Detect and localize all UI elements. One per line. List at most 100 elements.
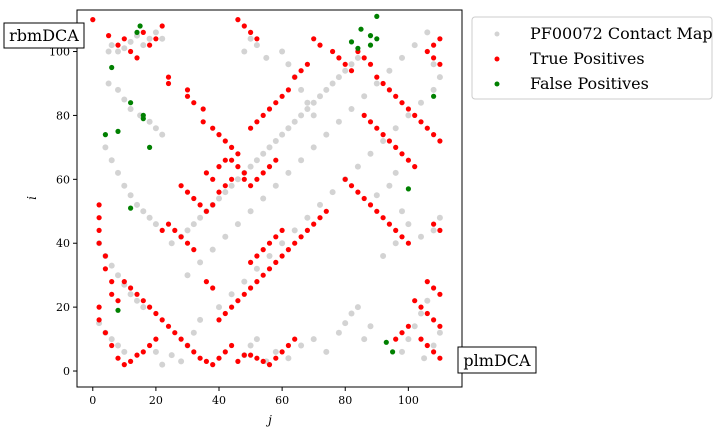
contact-map-point bbox=[127, 38, 134, 45]
contact-map-point bbox=[298, 86, 305, 93]
contact-map-point bbox=[105, 48, 112, 55]
true-positive-point bbox=[437, 61, 443, 67]
true-positive-point bbox=[380, 80, 386, 87]
contact-map-point bbox=[342, 67, 349, 74]
contact-map-point bbox=[216, 304, 222, 311]
contact-map-point bbox=[253, 336, 260, 343]
contact-map-point bbox=[152, 348, 159, 355]
contact-map-point bbox=[405, 221, 412, 228]
true-positive-point bbox=[424, 48, 430, 55]
true-positive-point bbox=[273, 355, 279, 361]
contact-map-point bbox=[323, 86, 330, 93]
true-positive-point bbox=[147, 342, 153, 349]
true-positive-point bbox=[241, 23, 247, 29]
contact-map-point bbox=[260, 150, 267, 157]
contact-map-point bbox=[279, 240, 286, 247]
true-positive-point bbox=[235, 17, 241, 23]
true-positive-point bbox=[102, 266, 108, 272]
true-positive-point bbox=[424, 125, 430, 131]
x-tick-label: 60 bbox=[275, 394, 289, 407]
contact-map-point bbox=[361, 93, 368, 100]
false-positive-point bbox=[102, 132, 108, 138]
false-positive-point bbox=[367, 42, 374, 48]
legend-label-contact-map: PF00072 Contact Map bbox=[530, 24, 713, 43]
true-positive-point bbox=[248, 352, 254, 358]
contact-map-point bbox=[152, 125, 159, 132]
legend-box bbox=[471, 16, 713, 100]
true-positive-point bbox=[399, 100, 405, 106]
false-positive-point bbox=[109, 64, 115, 71]
false-positive-point bbox=[355, 45, 361, 51]
true-positive-point bbox=[210, 362, 216, 368]
contact-map-point bbox=[234, 176, 241, 183]
contact-map-point bbox=[127, 291, 134, 298]
true-positive-point bbox=[115, 355, 121, 361]
contact-map-point bbox=[298, 342, 305, 349]
contact-map-point bbox=[266, 253, 273, 259]
true-positive-point bbox=[109, 291, 115, 297]
contact-map-point bbox=[209, 246, 216, 253]
true-positive-point bbox=[260, 170, 266, 176]
contact-map-point bbox=[310, 144, 317, 151]
legend-label-false-positives: False Positives bbox=[530, 74, 649, 93]
contact-map-point bbox=[329, 189, 336, 196]
contact-map-point bbox=[146, 214, 153, 221]
contact-map-point bbox=[335, 118, 342, 125]
contact-map-point bbox=[228, 182, 235, 189]
contact-map-point bbox=[354, 54, 361, 61]
false-positive-point bbox=[390, 349, 396, 355]
true-positive-point bbox=[285, 342, 291, 349]
contact-map-point bbox=[108, 262, 115, 269]
y-axis-label: i bbox=[25, 196, 39, 200]
contact-map-point bbox=[152, 29, 159, 36]
contact-map-point bbox=[247, 163, 254, 170]
true-positive-point bbox=[109, 342, 115, 349]
contact-map-point bbox=[279, 48, 286, 55]
x-tick-label: 20 bbox=[149, 394, 163, 407]
contact-map-point bbox=[140, 304, 147, 311]
contact-map-point bbox=[108, 336, 115, 343]
contact-map-point bbox=[115, 342, 121, 349]
contact-map-point bbox=[373, 80, 380, 87]
true-positive-point bbox=[96, 304, 102, 310]
contact-map-point bbox=[392, 125, 399, 132]
contact-map-point bbox=[310, 336, 317, 343]
true-positive-point bbox=[386, 87, 392, 93]
true-positive-point bbox=[229, 157, 235, 163]
true-positive-point bbox=[399, 234, 405, 240]
contact-map-point bbox=[285, 355, 292, 362]
true-positive-point bbox=[128, 285, 134, 291]
contact-map-point bbox=[121, 182, 128, 189]
true-positive-point bbox=[273, 259, 279, 265]
contact-map-point bbox=[184, 272, 191, 279]
true-positive-point bbox=[273, 100, 279, 106]
contact-map-point bbox=[222, 189, 229, 196]
contact-map-point bbox=[134, 297, 140, 304]
contact-map-point bbox=[263, 54, 270, 61]
contact-map-point bbox=[367, 323, 374, 330]
true-positive-point bbox=[367, 61, 374, 67]
false-positive-point bbox=[358, 26, 364, 32]
true-positive-point bbox=[203, 358, 209, 364]
contact-map-point bbox=[373, 192, 380, 199]
contact-map-point bbox=[178, 358, 185, 365]
true-positive-point bbox=[254, 355, 260, 361]
true-positive-point bbox=[266, 164, 273, 170]
contact-map-point bbox=[317, 201, 323, 208]
true-positive-point bbox=[254, 253, 260, 259]
true-positive-point bbox=[317, 215, 323, 221]
axes-layer: 0 20 40 60 80 100 0 20 40 60 80 100 bbox=[49, 46, 419, 407]
true-positive-point bbox=[216, 189, 222, 195]
true-positive-point bbox=[197, 202, 203, 208]
contact-map-point bbox=[184, 227, 191, 234]
true-positive-point bbox=[184, 240, 191, 246]
contact-map-point bbox=[241, 48, 248, 55]
plot-frame bbox=[76, 9, 463, 388]
false-positive-point bbox=[374, 13, 380, 19]
true-positive-point bbox=[90, 17, 96, 23]
rbmdca-annotation-text: rbmDCA bbox=[9, 26, 79, 45]
false-positive-point bbox=[383, 339, 389, 345]
true-positive-point bbox=[431, 317, 437, 323]
true-positive-point bbox=[412, 298, 418, 304]
